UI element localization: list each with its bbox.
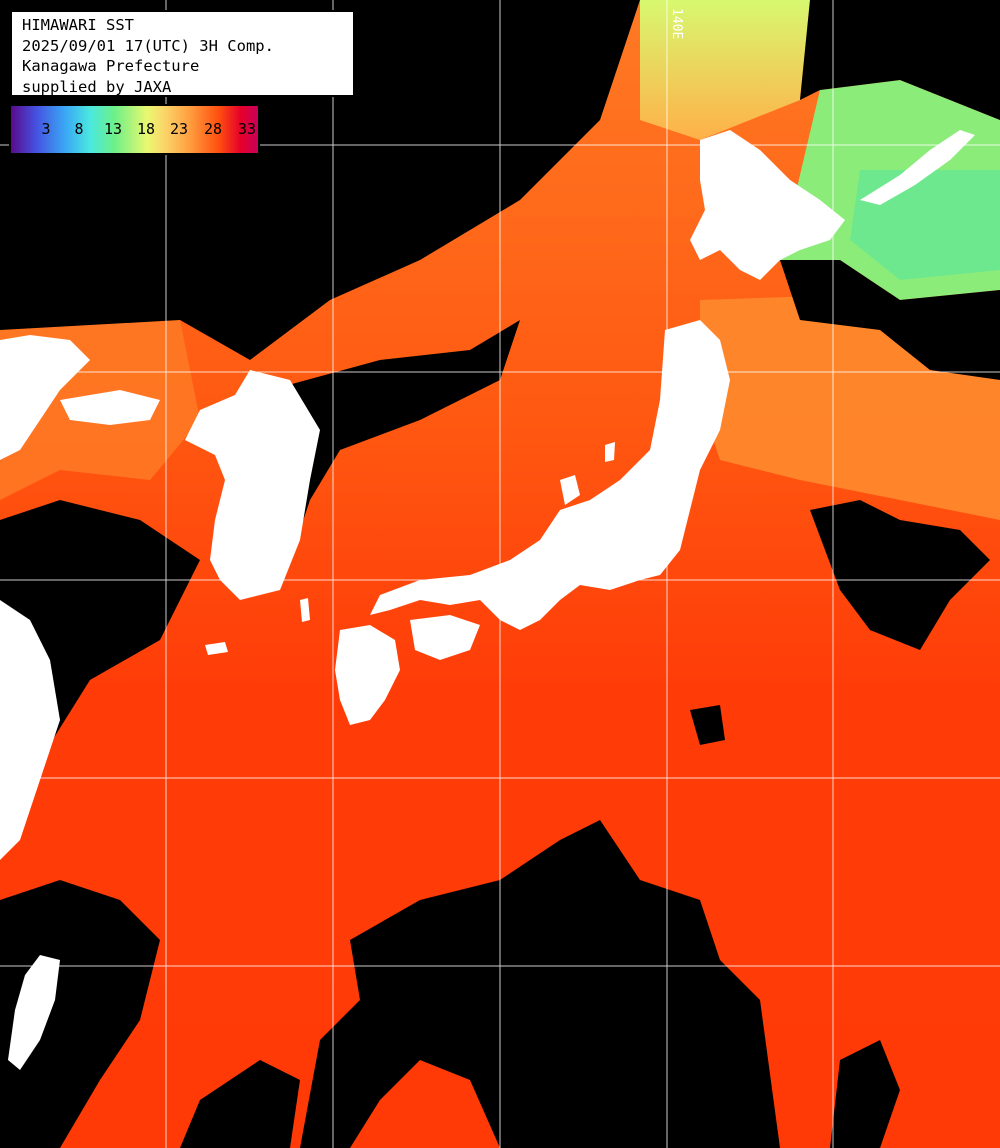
china-coast [0, 335, 90, 460]
scale-tick-label: 23 [169, 120, 189, 138]
noto-peninsula [560, 475, 580, 505]
tsushima [300, 598, 310, 622]
lat-30n-label: 30N [14, 759, 38, 774]
scale-tick-label: 18 [136, 120, 156, 138]
data-credit: supplied by JAXA [22, 77, 172, 96]
shandong-peninsula [60, 390, 160, 425]
honshu [370, 320, 730, 630]
lat-40n-label: 40N [14, 353, 38, 368]
color-scale-legend: 3 8 13 18 23 28 33 [9, 104, 260, 155]
taiwan [8, 955, 60, 1070]
shikoku [410, 615, 480, 660]
china-east-coast [0, 600, 60, 860]
region-name: Kanagawa Prefecture [22, 57, 200, 75]
hokkaido [690, 130, 845, 280]
kyushu [335, 625, 400, 725]
scale-tick-label: 13 [103, 120, 123, 138]
timestamp: 2025/09/01 17(UTC) 3H Comp. [22, 36, 274, 55]
product-title: HIMAWARI SST [22, 16, 134, 34]
land-masses [0, 130, 975, 1070]
kuril-islands [860, 130, 975, 205]
scale-tick-label: 28 [203, 120, 223, 138]
scale-tick-label: 3 [41, 120, 51, 138]
cold-sea-north [640, 0, 810, 140]
lon-140e-label: 140E [669, 8, 684, 40]
jeju-island [205, 642, 228, 655]
info-box: HIMAWARI SST 2025/09/01 17(UTC) 3H Comp.… [10, 10, 355, 97]
korean-peninsula [185, 370, 320, 600]
sado-island [605, 442, 615, 462]
scale-tick-label: 33 [237, 120, 257, 138]
scale-tick-label: 8 [74, 120, 84, 138]
